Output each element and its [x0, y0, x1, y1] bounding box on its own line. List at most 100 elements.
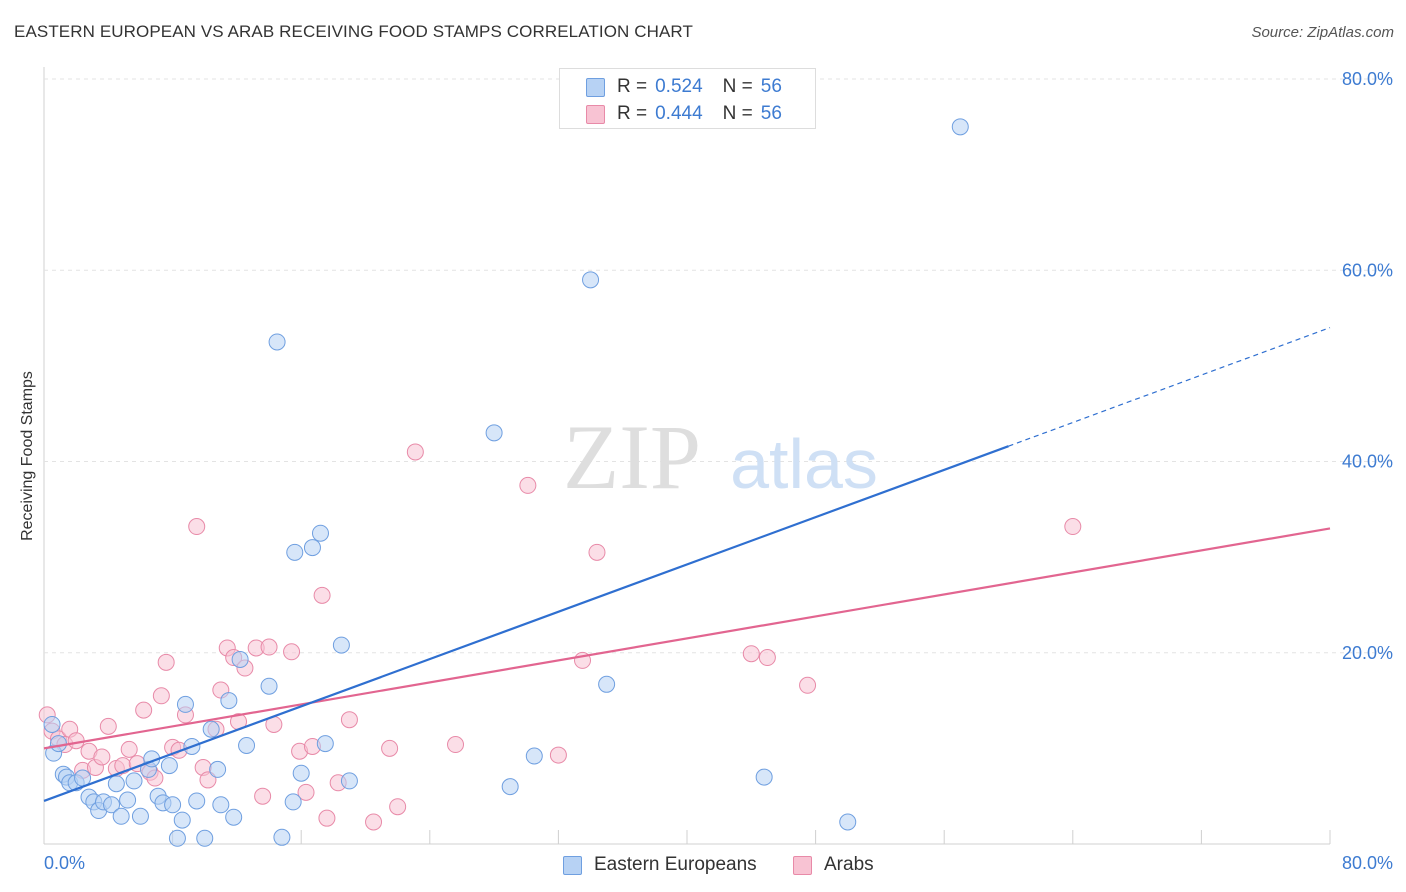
data-point — [168, 829, 186, 847]
data-point — [199, 771, 217, 789]
data-point — [131, 807, 149, 825]
data-point — [406, 443, 424, 461]
data-point — [1064, 518, 1082, 536]
x-tick-label: 0.0% — [44, 853, 85, 873]
y-tick-label: 20.0% — [1342, 643, 1393, 663]
data-point — [188, 518, 206, 536]
data-point — [209, 760, 227, 778]
watermark-atlas: atlas — [730, 425, 878, 503]
data-point — [260, 677, 278, 695]
data-point — [582, 271, 600, 289]
data-point — [238, 737, 256, 755]
watermark-zip: ZIP — [563, 406, 701, 508]
data-point — [220, 692, 238, 710]
data-point — [164, 796, 182, 814]
legend-label: Eastern Europeans — [594, 854, 757, 875]
data-point — [120, 740, 138, 758]
n-value: 56 — [760, 76, 782, 97]
legend-row-arabs: R = 0.444 N = 56 — [586, 102, 782, 126]
data-point — [107, 775, 125, 793]
data-point — [112, 807, 130, 825]
data-point — [188, 792, 206, 810]
legend-row-eastern-europeans: R = 0.524 N = 56 — [586, 75, 782, 99]
data-point — [176, 695, 194, 713]
data-point — [303, 539, 321, 557]
data-point — [135, 701, 153, 719]
data-point — [389, 798, 407, 816]
y-tick-label: 60.0% — [1342, 260, 1393, 280]
data-point — [212, 796, 230, 814]
data-point — [286, 543, 304, 561]
source-label: Source: ZipAtlas.com — [1251, 24, 1394, 41]
legend-item-arabs[interactable]: Arabs — [793, 852, 874, 878]
data-point — [119, 791, 137, 809]
series-arabs — [38, 443, 1082, 831]
data-point — [196, 829, 214, 847]
data-point — [93, 748, 111, 766]
data-point — [839, 813, 857, 831]
data-point — [332, 636, 350, 654]
data-point — [598, 675, 616, 693]
data-point — [173, 811, 191, 829]
legend-swatch-pink — [586, 104, 605, 124]
axis-tick-labels: 20.0% 40.0% 60.0% 80.0% 0.0% 80.0% — [44, 69, 1393, 873]
data-point — [549, 746, 567, 764]
data-point — [501, 778, 519, 796]
legend-swatch-blue — [563, 855, 582, 875]
data-point — [268, 333, 286, 351]
r-value: 0.444 — [655, 103, 703, 124]
trend-line-arabs — [43, 527, 1331, 750]
data-point — [43, 715, 61, 733]
data-point — [49, 735, 67, 753]
data-point — [519, 476, 537, 494]
data-point — [588, 543, 606, 561]
r-label: R = — [617, 103, 648, 124]
x-tick-label: 80.0% — [1342, 853, 1393, 873]
chart-title: EASTERN EUROPEAN VS ARAB RECEIVING FOOD … — [14, 22, 693, 41]
data-point — [103, 796, 121, 814]
watermark: ZIP atlas — [563, 406, 878, 508]
data-point — [99, 717, 117, 735]
data-point — [340, 772, 358, 790]
n-value: 56 — [760, 103, 782, 124]
data-point — [67, 732, 85, 750]
legend-swatch-pink — [793, 855, 812, 875]
correlation-legend: R = 0.524 N = 56 R = 0.444 N = 56 — [559, 68, 816, 129]
y-tick-label: 80.0% — [1342, 69, 1393, 89]
data-point — [381, 739, 399, 757]
data-point — [951, 118, 969, 136]
data-point — [292, 764, 310, 782]
data-point — [365, 813, 383, 831]
data-point — [260, 638, 278, 656]
legend-label: Arabs — [824, 854, 874, 875]
data-point — [799, 676, 817, 694]
data-point — [447, 736, 465, 754]
data-point — [742, 645, 760, 663]
y-tick-label: 40.0% — [1342, 452, 1393, 472]
data-point — [231, 650, 249, 668]
data-point — [152, 687, 170, 705]
r-label: R = — [617, 76, 648, 97]
legend-item-eastern-europeans[interactable]: Eastern Europeans — [563, 852, 757, 878]
data-point — [284, 793, 302, 811]
data-point — [311, 524, 329, 542]
data-point — [485, 424, 503, 442]
n-label: N = — [722, 103, 753, 124]
y-axis-label: Receiving Food Stamps — [19, 371, 36, 541]
data-point — [225, 808, 243, 826]
trend-line-extension — [1008, 327, 1331, 447]
legend-swatch-blue — [586, 77, 605, 97]
data-point — [157, 653, 175, 671]
data-point — [318, 809, 336, 827]
data-point — [160, 757, 178, 775]
n-label: N = — [722, 76, 753, 97]
trend-line-eastern-europeans — [43, 445, 1009, 803]
r-value: 0.524 — [655, 76, 703, 97]
trend-lines — [43, 327, 1331, 803]
data-point — [316, 735, 334, 753]
data-point — [758, 649, 776, 667]
data-point — [525, 747, 543, 765]
data-point — [202, 720, 220, 738]
data-point — [273, 828, 291, 846]
